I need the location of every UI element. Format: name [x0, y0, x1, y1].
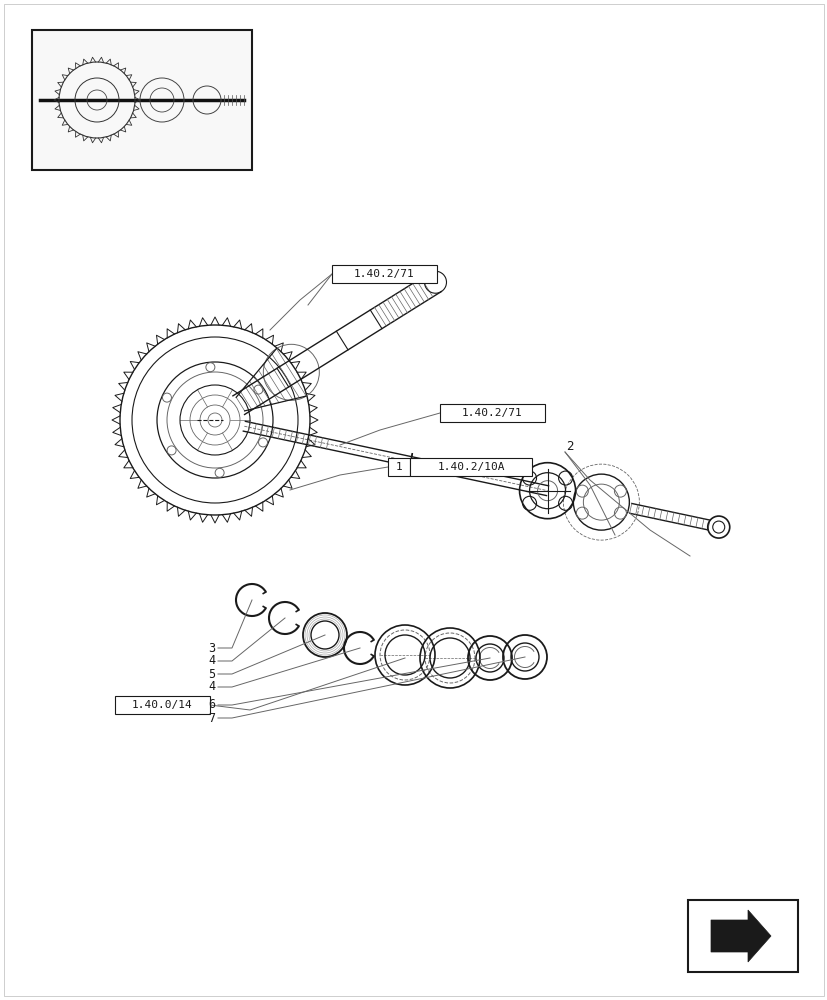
Bar: [32, 30, 251, 170]
Text: 5: 5: [208, 668, 215, 680]
Text: 1.40.0/14: 1.40.0/14: [132, 700, 193, 710]
Text: 1.40.2/10A: 1.40.2/10A: [437, 462, 504, 472]
Text: 3: 3: [208, 642, 215, 654]
Bar: [687, 900, 797, 972]
Bar: [332, 265, 437, 283]
Bar: [409, 458, 532, 476]
Polygon shape: [710, 910, 770, 962]
Text: 4: 4: [208, 680, 215, 694]
Bar: [388, 458, 409, 476]
Text: 7: 7: [208, 712, 215, 724]
Text: 2: 2: [566, 440, 573, 454]
Text: 6: 6: [208, 698, 215, 712]
Text: 1: 1: [395, 462, 402, 472]
Text: 4: 4: [208, 654, 215, 668]
Text: 1.40.2/71: 1.40.2/71: [354, 269, 414, 279]
Text: 1.40.2/71: 1.40.2/71: [461, 408, 522, 418]
Bar: [115, 696, 210, 714]
Bar: [439, 404, 544, 422]
